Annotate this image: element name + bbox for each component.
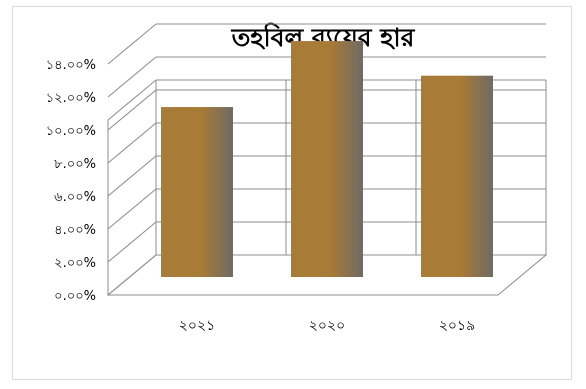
grid-side-top: [107, 79, 157, 121]
y-tick-label: ৮.০০%: [54, 157, 96, 172]
gridline-side: [107, 23, 157, 65]
y-tick-label: ০.০০%: [54, 289, 96, 304]
bar-২০২১: [161, 107, 233, 277]
y-tick-label: ৪.০০%: [54, 223, 96, 238]
gridline-side: [107, 221, 157, 263]
bar-২০২০: [291, 41, 363, 277]
gridline-side: [107, 155, 157, 197]
category-label: ২০১৯: [439, 318, 475, 334]
bars: [161, 41, 493, 277]
chart-floor: [106, 254, 548, 296]
gridline-side: [107, 56, 157, 98]
category-label: ২০২০: [309, 318, 345, 334]
y-tick-label: ১২.০০%: [46, 91, 96, 106]
bar-২০১৯: [421, 75, 493, 277]
y-tick-label: ১৪.০০%: [46, 58, 96, 73]
gridline-side: [107, 188, 157, 230]
y-tick-label: ১০.০০%: [46, 124, 96, 139]
y-tick-labels: ০.০০% ২.০০% ৪.০০% ৬.০০% ৮.০০% ১০.০০% ১২.০০% ১৪.…: [46, 58, 96, 304]
y-tick-label: ২.০০%: [54, 256, 96, 271]
gridline-side: [107, 89, 157, 131]
category-label: ২০২১: [179, 318, 215, 334]
gridline-side: [107, 122, 157, 164]
category-labels: ২০২১ ২০২০ ২০১৯: [179, 318, 475, 334]
y-tick-label: ৬.০০%: [54, 190, 96, 205]
